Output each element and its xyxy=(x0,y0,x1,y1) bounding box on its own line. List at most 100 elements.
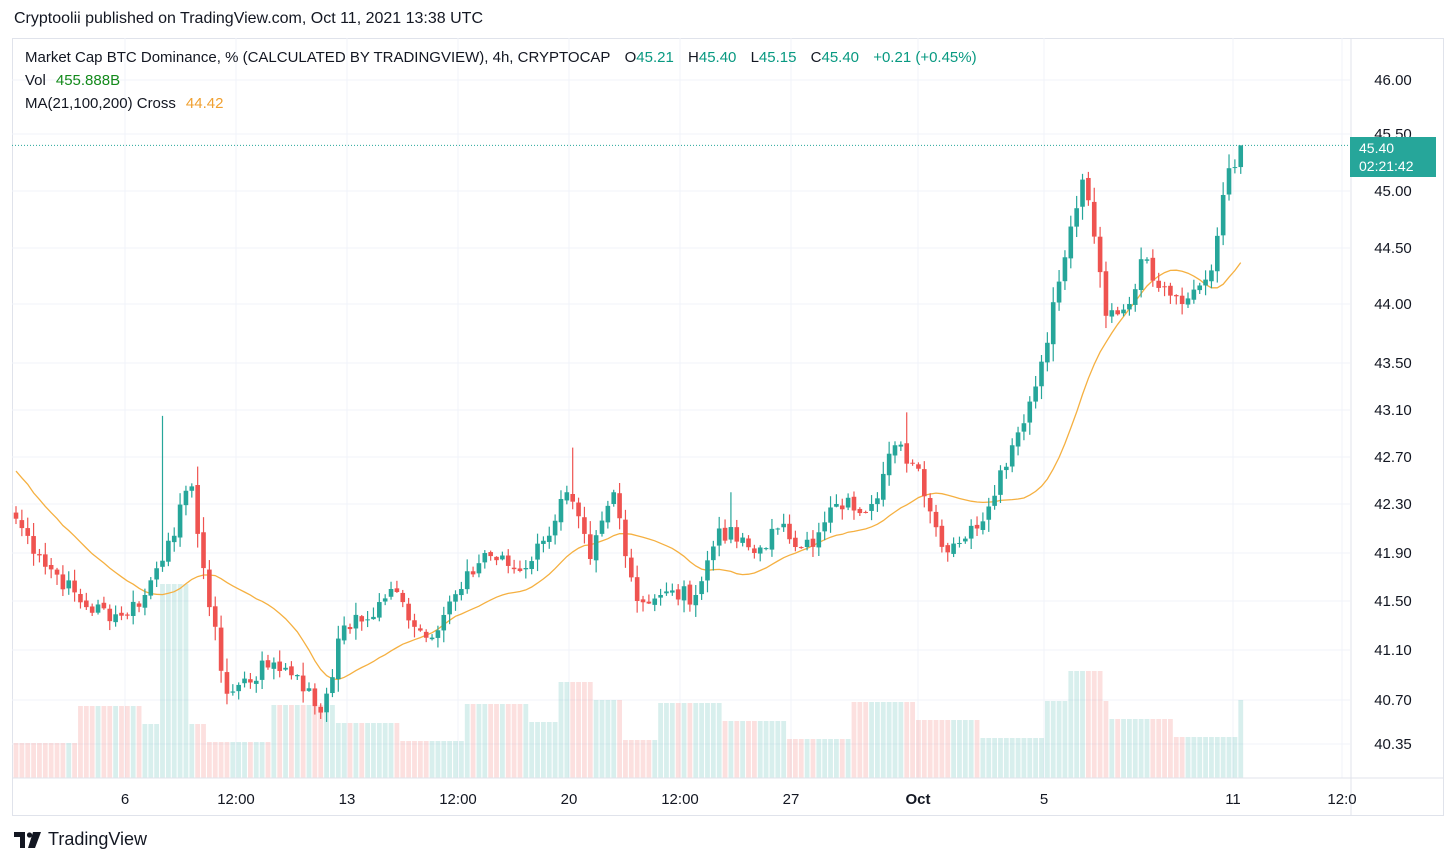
candle xyxy=(1185,292,1191,308)
volume-bar xyxy=(640,740,646,778)
candle xyxy=(1150,249,1156,287)
candle xyxy=(810,530,816,557)
candle xyxy=(101,596,107,610)
candle xyxy=(365,611,370,628)
legend-vol-label[interactable]: Vol xyxy=(25,72,46,89)
candle xyxy=(740,532,745,547)
chart-canvas[interactable]: 46.0045.5045.0044.5044.0043.5043.1042.70… xyxy=(12,38,1444,816)
candle xyxy=(423,629,429,643)
candle-body xyxy=(125,614,130,616)
candle-body xyxy=(377,602,382,618)
candle-body xyxy=(793,537,798,548)
volume-bar xyxy=(576,682,581,778)
tradingview-logo[interactable]: TradingView xyxy=(14,829,147,850)
candle xyxy=(500,551,505,561)
candle-body xyxy=(787,523,792,540)
candle-body xyxy=(634,577,640,601)
y-tick-label: 46.00 xyxy=(1374,72,1412,89)
candle xyxy=(48,558,54,579)
candle xyxy=(927,493,933,524)
candle xyxy=(394,580,400,593)
volume-bar xyxy=(1080,671,1085,778)
legend-ma-label[interactable]: MA(21,100,200) Cross xyxy=(25,95,176,112)
volume-bar xyxy=(1085,671,1091,778)
candle xyxy=(1091,187,1097,244)
candle-body xyxy=(154,568,159,580)
candle-body xyxy=(933,511,939,528)
candle xyxy=(125,612,130,620)
candle-body xyxy=(101,602,107,609)
volume-bar xyxy=(1209,737,1214,778)
candle xyxy=(552,514,558,545)
volume-bar xyxy=(693,703,699,778)
candle xyxy=(511,559,517,574)
candle-body xyxy=(880,473,886,500)
volume-bar xyxy=(312,705,318,778)
volume-bar xyxy=(236,742,242,778)
legend-c-value: 45.40 xyxy=(821,49,860,66)
legend-title[interactable]: Market Cap BTC Dominance, % (CALCULATED … xyxy=(25,49,611,66)
candle-body xyxy=(1045,342,1050,363)
volume-bar xyxy=(148,724,154,778)
candle xyxy=(324,687,329,722)
candle-body xyxy=(722,527,728,541)
candle-body xyxy=(212,606,218,627)
volume-bar xyxy=(611,700,617,778)
candle xyxy=(119,606,124,621)
candle xyxy=(429,634,435,641)
candle xyxy=(951,537,956,558)
candle xyxy=(1209,264,1214,289)
candle-body xyxy=(629,557,634,578)
candle xyxy=(95,599,101,615)
candle xyxy=(1162,281,1167,297)
volume-bar xyxy=(804,739,810,778)
x-tick-label: 12:00 xyxy=(661,791,699,808)
candle xyxy=(488,550,493,561)
candle-body xyxy=(318,706,324,713)
volume-bar xyxy=(464,704,470,778)
volume-bar xyxy=(998,738,1003,778)
candle-body xyxy=(1197,285,1203,291)
candle-body xyxy=(1097,236,1103,273)
candle-body xyxy=(1191,289,1197,300)
volume-bar xyxy=(376,723,382,778)
candle-body xyxy=(207,569,212,608)
candle-body xyxy=(177,504,183,538)
candle-body xyxy=(1226,168,1232,195)
candles xyxy=(13,145,1244,722)
candle-body xyxy=(646,601,652,604)
candle-body xyxy=(769,528,775,550)
candle-body xyxy=(599,520,605,534)
volume-bar xyxy=(107,706,113,778)
volume-bar xyxy=(593,700,599,778)
candle xyxy=(529,556,534,575)
candle-body xyxy=(582,517,587,534)
volume-bar xyxy=(564,682,570,778)
candle-body xyxy=(394,588,400,593)
volume-bar xyxy=(400,741,406,778)
volume-bar xyxy=(277,705,283,778)
candle xyxy=(1179,287,1185,315)
volume-bar xyxy=(769,721,775,778)
volume-bar xyxy=(716,703,722,778)
volume-bar xyxy=(253,742,259,778)
candle xyxy=(1109,303,1115,323)
candle-body xyxy=(670,590,675,593)
candle-body xyxy=(693,595,699,606)
candle-body xyxy=(1220,194,1226,236)
candle xyxy=(470,566,476,578)
candle-body xyxy=(564,492,570,501)
candle-body xyxy=(1050,302,1056,345)
candle-body xyxy=(611,492,617,505)
volume-bar xyxy=(628,740,634,778)
candle xyxy=(716,516,722,557)
candle-body xyxy=(863,511,868,513)
candle-body xyxy=(587,534,593,559)
candle-body xyxy=(324,693,329,713)
volume-bar xyxy=(541,722,546,778)
legend-ohlc: Market Cap BTC Dominance, % (CALCULATED … xyxy=(25,49,977,66)
candle-body xyxy=(558,498,564,523)
candle-body xyxy=(435,630,441,638)
candle xyxy=(1004,462,1009,479)
x-tick-label: 11 xyxy=(1225,791,1241,808)
